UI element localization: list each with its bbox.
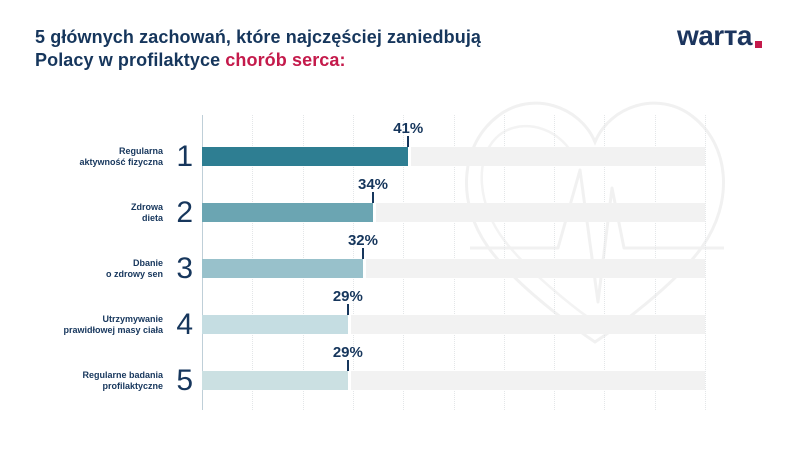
rank-number: 1 xyxy=(176,140,193,173)
rank-number: 4 xyxy=(176,308,193,341)
value-tick xyxy=(346,304,349,315)
bar-end-gap xyxy=(362,259,366,278)
bar-end-gap xyxy=(408,147,412,166)
bar-chart: 41% 34% 32% 29% 29% xyxy=(202,115,706,410)
value-label: 32% xyxy=(347,232,378,249)
value-label: 29% xyxy=(332,288,363,305)
bar-fill xyxy=(202,147,409,166)
category-label: Zdrowa dieta xyxy=(131,202,163,224)
category-label: Dbanie o zdrowy sen xyxy=(106,258,163,280)
rank-numbers-column: 1 2 3 4 5 xyxy=(160,115,193,410)
value-label: 29% xyxy=(332,344,363,361)
bar-fill xyxy=(202,371,348,390)
title-line-1: 5 głównych zachowań, które najczęściej z… xyxy=(35,27,482,47)
rank-number: 2 xyxy=(176,196,193,229)
category-label-line: aktywność fizyczna xyxy=(79,157,163,167)
category-label: Utrzymywanie prawidłowej masy ciała xyxy=(63,314,163,336)
value-tick xyxy=(346,360,349,371)
bar-end-gap xyxy=(373,203,377,222)
rank-number: 5 xyxy=(176,364,193,397)
title-line-2-prefix: Polacy w profilaktyce xyxy=(35,50,226,70)
rank-number: 3 xyxy=(176,252,193,285)
category-label-line: profilaktyczne xyxy=(102,381,163,391)
bar-fill xyxy=(202,315,348,334)
title-line-2: Polacy w profilaktyce chorób serca: xyxy=(35,49,481,72)
warta-logo: warта xyxy=(677,22,762,50)
bar-end-gap xyxy=(347,371,351,390)
category-label: Regularna aktywność fizyczna xyxy=(79,146,163,168)
chart-row: 32% xyxy=(202,232,705,278)
value-tick xyxy=(372,192,375,203)
bar-fill xyxy=(202,203,374,222)
category-labels-column: Regularna aktywność fizyczna Zdrowa dieta Db… xyxy=(35,115,163,410)
category-label-line: prawidłowej masy ciała xyxy=(63,325,163,335)
warta-logo-text: warта xyxy=(676,20,753,51)
category-label-line: Utrzymywanie xyxy=(102,314,163,324)
chart-row: 41% xyxy=(202,120,705,166)
value-tick xyxy=(361,248,364,259)
chart-row: 34% xyxy=(202,176,705,222)
title-line-2-accent: chorób serca: xyxy=(225,50,346,70)
category-label-line: Regularna xyxy=(118,146,163,156)
value-tick xyxy=(407,136,410,147)
gridline xyxy=(705,115,706,410)
category-label: Regularne badania profilaktyczne xyxy=(82,370,163,392)
value-label: 34% xyxy=(358,176,389,193)
warta-logo-dot-icon xyxy=(755,41,762,48)
category-label-line: Regularne badania xyxy=(82,370,163,380)
chart-row: 29% xyxy=(202,288,705,334)
category-label-line: dieta xyxy=(141,213,163,223)
value-label: 41% xyxy=(393,120,424,137)
bar-fill xyxy=(202,259,363,278)
chart-row: 29% xyxy=(202,344,705,390)
category-label-line: Zdrowa xyxy=(130,202,163,212)
bar-end-gap xyxy=(347,315,351,334)
category-label-line: o zdrowy sen xyxy=(105,269,163,279)
page-title: 5 głównych zachowań, które najczęściej z… xyxy=(35,26,481,72)
category-label-line: Dbanie xyxy=(132,258,163,268)
